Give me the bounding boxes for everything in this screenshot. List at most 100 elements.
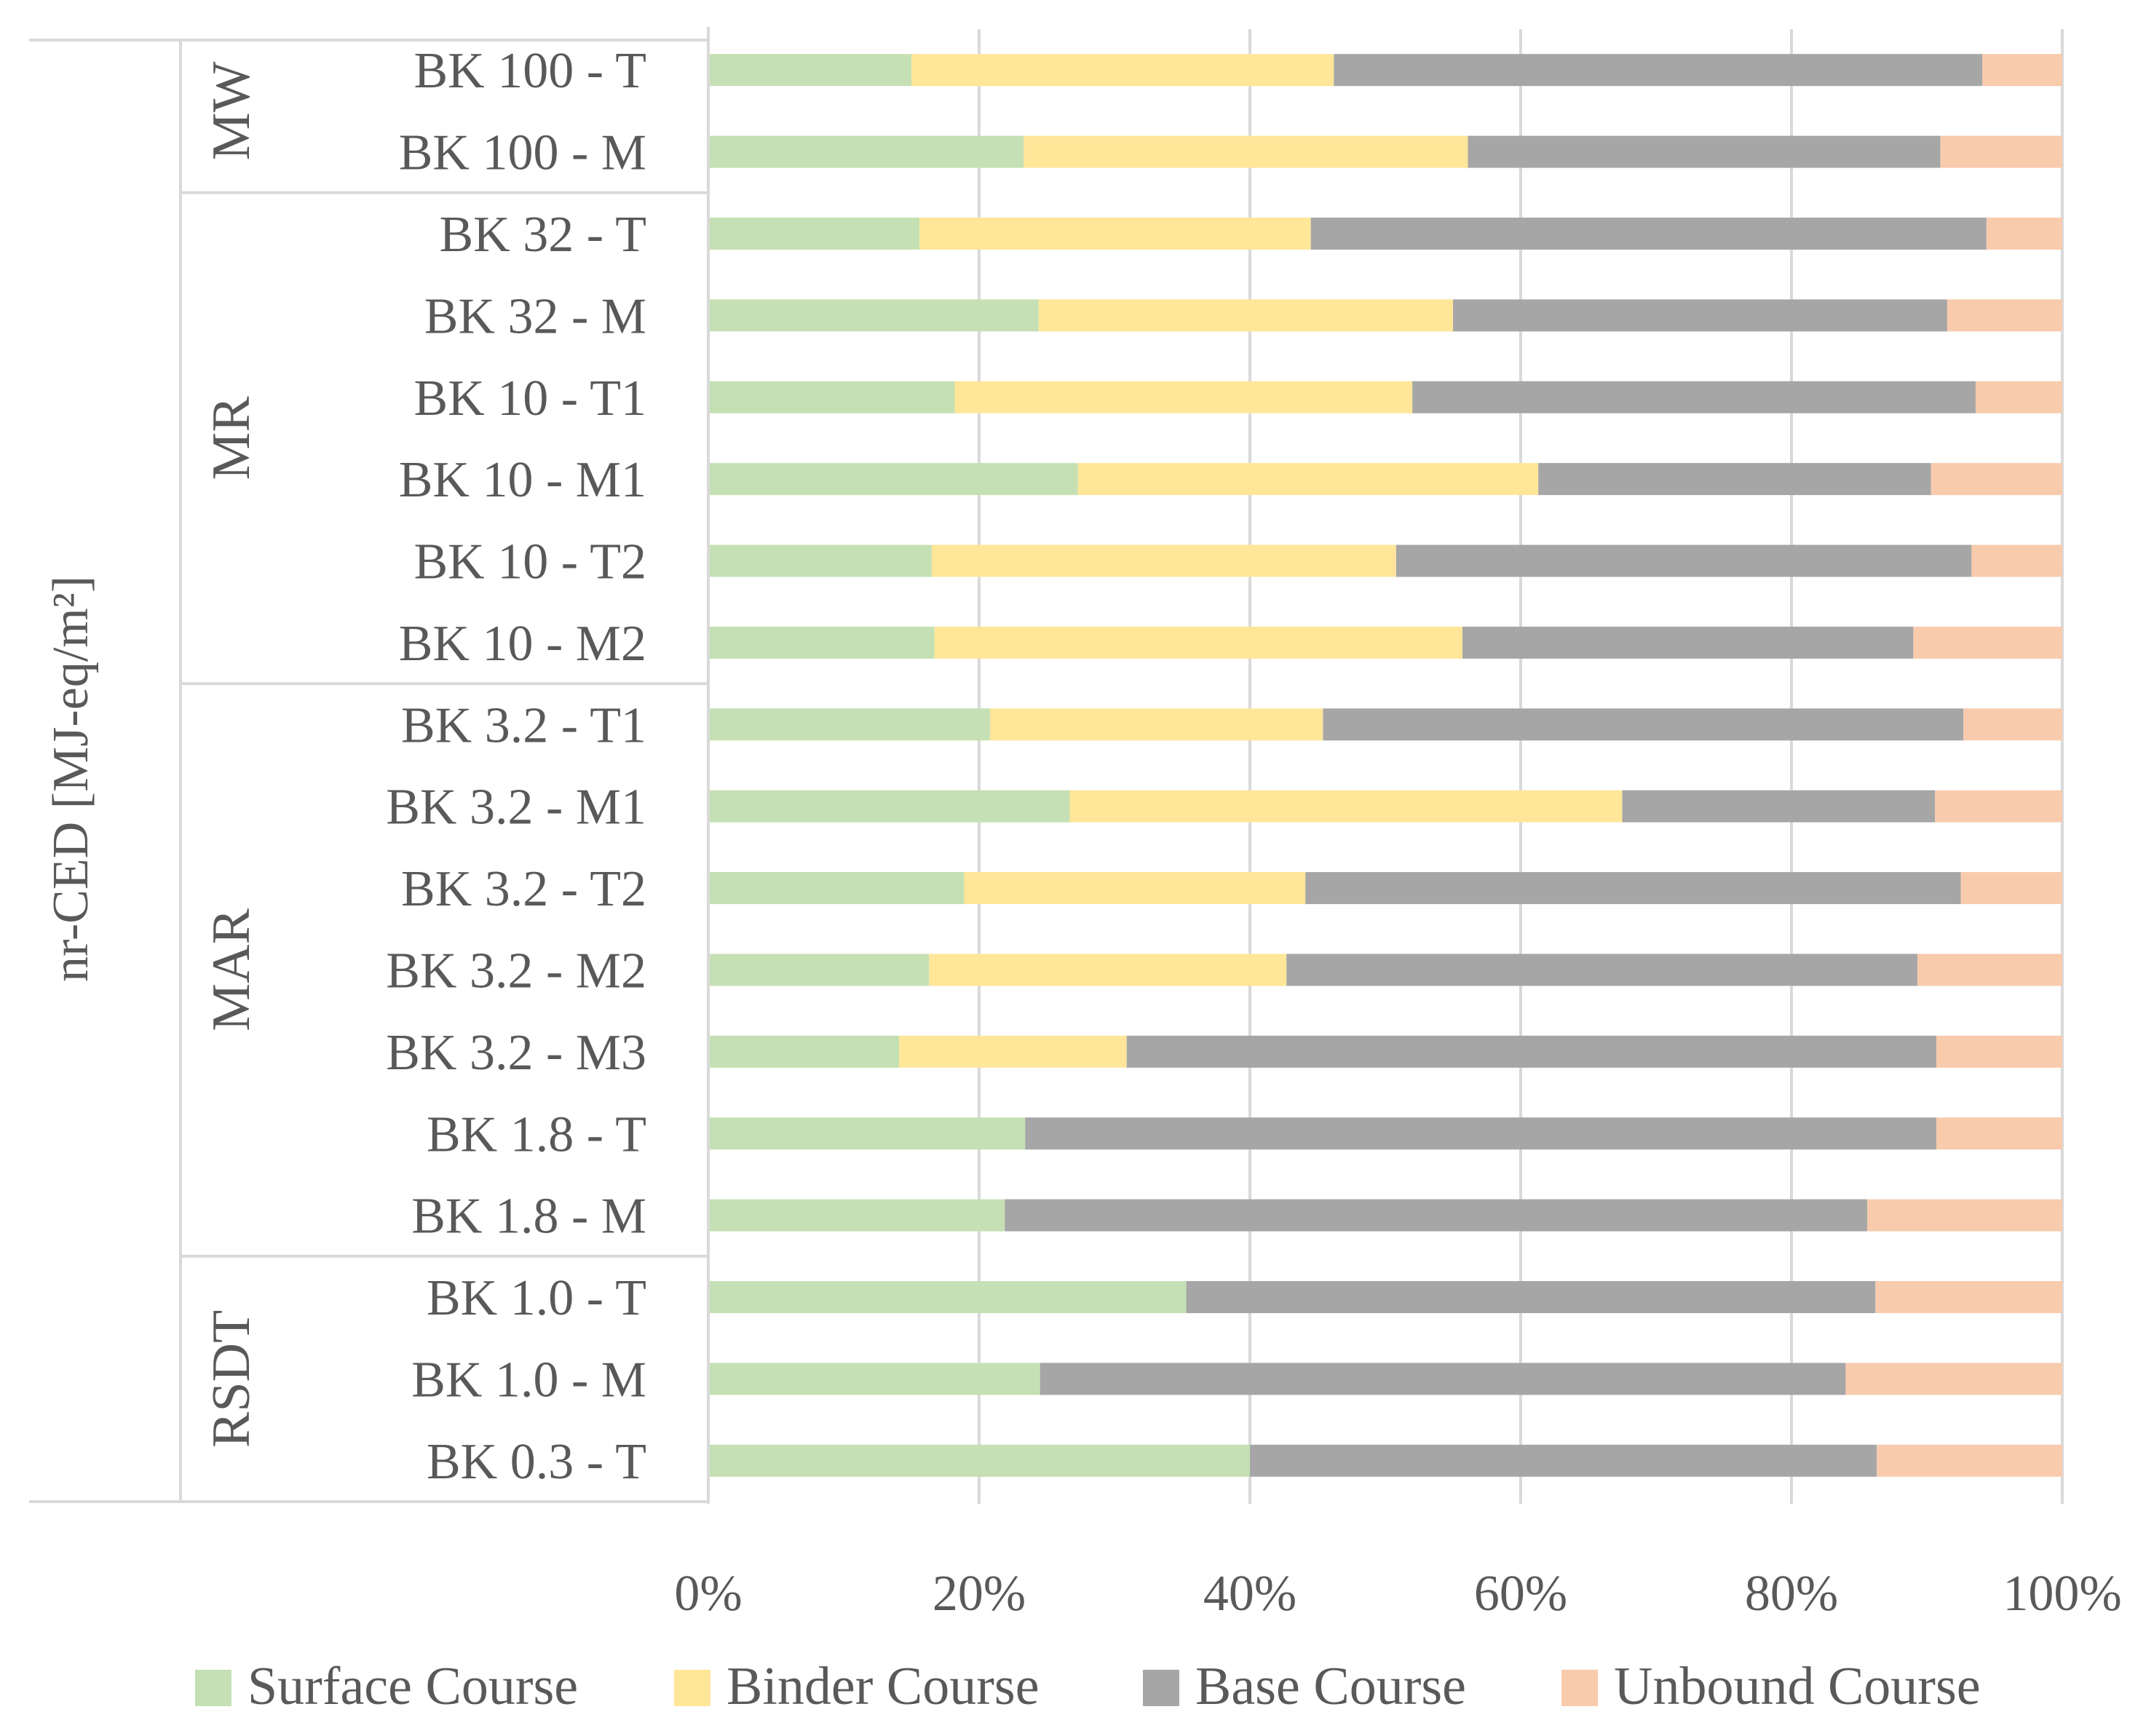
bar-segment <box>708 544 932 577</box>
bar-segment <box>1286 954 1917 986</box>
bar-segment <box>708 463 1078 496</box>
legend-swatch <box>674 1670 710 1706</box>
group-label: MW <box>202 61 261 160</box>
category-label: BK 32 - M <box>424 288 646 344</box>
category-label: BK 1.0 - M <box>411 1352 646 1408</box>
bar-segment <box>964 872 1306 905</box>
bar-segment <box>1931 463 2062 496</box>
bar-segment <box>1025 1117 1937 1150</box>
bar-segment <box>708 1035 900 1068</box>
bar-segment <box>1395 544 1972 577</box>
bar-segment <box>1005 1199 1868 1232</box>
group-label: MAR <box>202 908 261 1031</box>
y-axis-title: nr-CED [MJ-eq/m²] <box>43 576 99 982</box>
bar-segment <box>1960 872 2062 905</box>
category-labels: BK 100 - T BK 100 - M BK 32 - T BK 32 - M BK… <box>386 43 646 1490</box>
bar-segment <box>1936 1035 2062 1068</box>
bar-segment <box>1622 790 1936 823</box>
bar-segment <box>1310 217 1987 250</box>
category-frame <box>29 27 710 1504</box>
bar-segment <box>919 217 1311 250</box>
bar-segment <box>1069 790 1623 823</box>
bar-segment <box>899 1035 1127 1068</box>
bar-segment <box>1462 626 1914 659</box>
legend: Surface Course Binder Course Base Course Un… <box>195 1657 1981 1716</box>
bar-segment <box>708 708 990 741</box>
bar-segment <box>708 135 1024 168</box>
legend-swatch <box>195 1670 231 1706</box>
bar-segment <box>1038 299 1453 332</box>
x-tick-label: 40% <box>1203 1566 1296 1622</box>
bar-segment <box>1877 1444 2062 1477</box>
bar-segment <box>708 54 911 87</box>
bar-segment <box>708 1117 1026 1150</box>
bar-segment <box>1323 708 1964 741</box>
bar-segment <box>708 299 1039 332</box>
category-label: BK 10 - M1 <box>399 452 646 508</box>
category-label: BK 1.8 - T <box>427 1106 646 1162</box>
legend-label: Base Course <box>1195 1657 1466 1716</box>
bar-segment <box>1935 790 2062 823</box>
bar-segment <box>708 790 1070 823</box>
bar-segment <box>708 1444 1250 1477</box>
bar-segment <box>708 217 920 250</box>
category-label: BK 100 - M <box>399 125 646 181</box>
x-axis-ticks: 0% 20% 40% 60% 80% 100% <box>674 1566 2121 1622</box>
bar-segment <box>708 381 955 413</box>
bar-segment <box>1875 1281 2062 1314</box>
bar-segment <box>1867 1199 2062 1232</box>
bar-segment <box>1412 381 1976 413</box>
category-label: BK 10 - M2 <box>399 616 646 672</box>
category-label: BK 0.3 - T <box>427 1434 646 1490</box>
bar-segment <box>1305 872 1961 905</box>
bar-segment <box>1126 1035 1937 1068</box>
category-label: BK 10 - T2 <box>413 534 646 590</box>
x-tick-label: 100% <box>2003 1566 2121 1622</box>
bar-segment <box>1186 1281 1876 1314</box>
bar-segment <box>911 54 1334 87</box>
bar-segment <box>931 544 1396 577</box>
bar-segment <box>1077 463 1539 496</box>
bar-segment <box>1468 135 1941 168</box>
bar-segment <box>1913 626 2062 659</box>
bar-segment <box>1963 708 2062 741</box>
x-tick-label: 0% <box>674 1566 742 1622</box>
category-label: BK 1.0 - T <box>427 1270 646 1326</box>
category-label: BK 1.8 - M <box>411 1189 646 1245</box>
bar-segment <box>1975 381 2062 413</box>
category-label: BK 3.2 - T2 <box>401 861 646 917</box>
group-label: MR <box>202 396 261 480</box>
bar-segment <box>708 1281 1187 1314</box>
bar-segment <box>1250 1444 1877 1477</box>
bar-segment <box>1334 54 1983 87</box>
bar-segment <box>1917 954 2062 986</box>
bar-segment <box>1936 1117 2062 1150</box>
category-label: BK 3.2 - M3 <box>386 1025 646 1081</box>
bar-segment <box>1971 544 2062 577</box>
bar-segment <box>1538 463 1931 496</box>
bar-segment <box>1845 1363 2062 1395</box>
bar-segment <box>989 708 1323 741</box>
bar-segment <box>708 626 935 659</box>
category-label: BK 100 - T <box>413 43 646 99</box>
bar-segment <box>708 872 965 905</box>
legend-label: Surface Course <box>248 1657 578 1716</box>
gridlines <box>978 29 2064 1504</box>
bar-segment <box>708 1199 1005 1232</box>
x-tick-label: 20% <box>933 1566 1026 1622</box>
bar-segment <box>934 626 1463 659</box>
group-label: RSDT <box>202 1310 261 1448</box>
x-tick-label: 80% <box>1745 1566 1838 1622</box>
group-labels: MW MR MAR RSDT <box>202 61 261 1448</box>
category-label: BK 3.2 - T1 <box>401 697 646 753</box>
legend-label: Binder Course <box>726 1657 1040 1716</box>
bar-segment <box>1940 135 2062 168</box>
bar-segment <box>708 1363 1040 1395</box>
category-label: BK 10 - T1 <box>413 370 646 427</box>
x-tick-label: 60% <box>1474 1566 1567 1622</box>
bar-segment <box>708 954 930 986</box>
category-label: BK 3.2 - M2 <box>386 943 646 999</box>
legend-label: Unbound Course <box>1614 1657 1981 1716</box>
bar-segment <box>1453 299 1947 332</box>
